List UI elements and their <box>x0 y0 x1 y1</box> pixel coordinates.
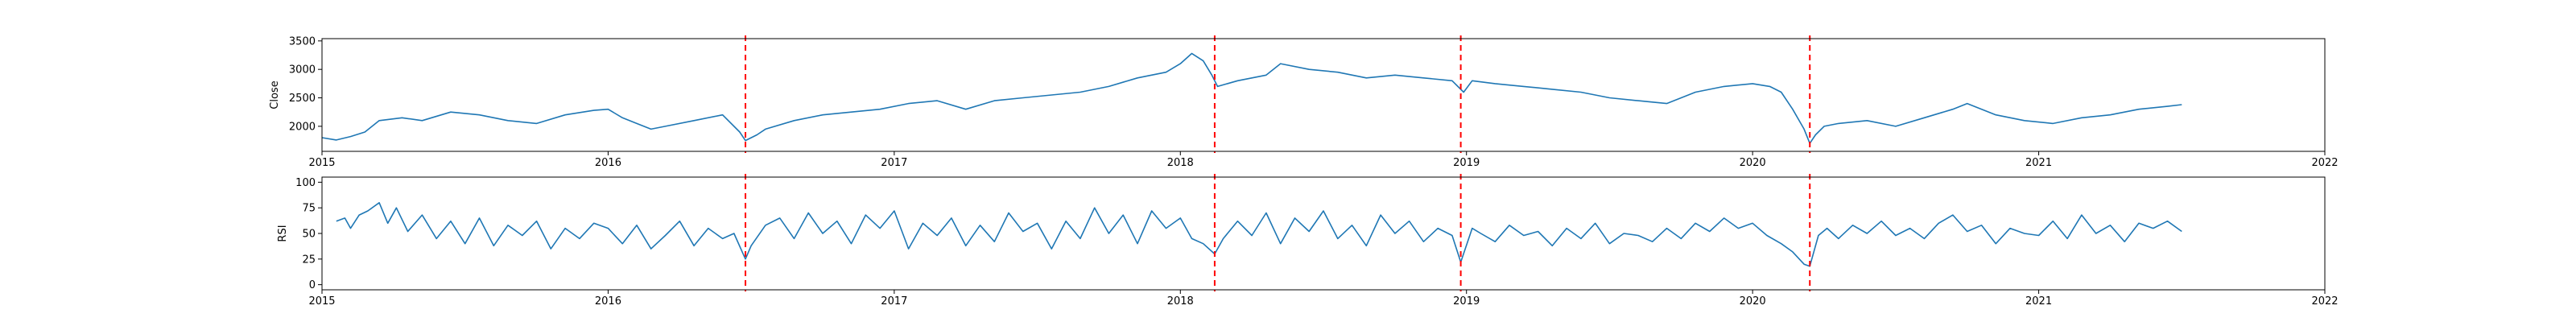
close-series-line-0 <box>321 52 2182 144</box>
rsi-x-tick-label-5: 2020 <box>1740 295 1766 308</box>
close-y-tick-label-1: 2500 <box>289 93 316 105</box>
rsi-y-tick-label-4: 100 <box>295 177 316 189</box>
close-price-axes-frame <box>321 38 2326 152</box>
rsi-x-tick-label-7: 2022 <box>2311 295 2338 308</box>
close-y-tick-label-0: 2000 <box>289 121 316 133</box>
close-x-tick-label-5: 2020 <box>1740 157 1766 169</box>
rsi-x-tick-label-1: 2016 <box>595 295 621 308</box>
close-x-tick-label-6: 2021 <box>2025 157 2052 169</box>
close-x-tick-label-7: 2022 <box>2311 157 2338 169</box>
rsi-panel: 2015 2016 2017 2018 2019 2020 2021 2022 0 25 50 75 1… <box>277 174 2339 308</box>
rsi-y-axis-label: RSI <box>277 225 289 242</box>
rsi-x-tick-label-4: 2019 <box>1453 295 1480 308</box>
rsi-x-tick-label-2: 2017 <box>881 295 907 308</box>
rsi-x-tick-label-6: 2021 <box>2025 295 2052 308</box>
rsi-series-line-0 <box>336 202 2182 267</box>
close-y-tick-label-3: 3500 <box>289 35 316 47</box>
close-y-tick-label-2: 3000 <box>289 64 316 76</box>
close-x-tick-label-4: 2019 <box>1453 157 1480 169</box>
rsi-x-tick-label-3: 2018 <box>1167 295 1194 308</box>
close-x-tick-label-3: 2018 <box>1167 157 1194 169</box>
rsi-y-tick-label-3: 75 <box>302 203 316 215</box>
close-price-panel: 2015 2016 2017 2018 2019 2020 2021 2022 2000 2500… <box>269 35 2339 169</box>
rsi-plot-area <box>336 174 2182 291</box>
rsi-y-tick-label-0: 0 <box>309 279 316 291</box>
rsi-y-tick-label-2: 50 <box>302 229 316 241</box>
close-y-axis-label: Close <box>269 80 281 109</box>
rsi-ticks: 2015 2016 2017 2018 2019 2020 2021 2022 0 25 50 75 1… <box>295 177 2338 308</box>
rsi-x-tick-label-0: 2015 <box>308 295 335 308</box>
close-x-tick-label-1: 2016 <box>595 157 621 169</box>
close-x-tick-label-0: 2015 <box>308 157 335 169</box>
close-x-tick-label-2: 2017 <box>881 157 907 169</box>
close-price-plot-area <box>321 35 2182 153</box>
rsi-y-tick-label-1: 25 <box>302 254 316 266</box>
close-price-ticks: 2015 2016 2017 2018 2019 2020 2021 2022 2000 2500… <box>289 35 2339 169</box>
